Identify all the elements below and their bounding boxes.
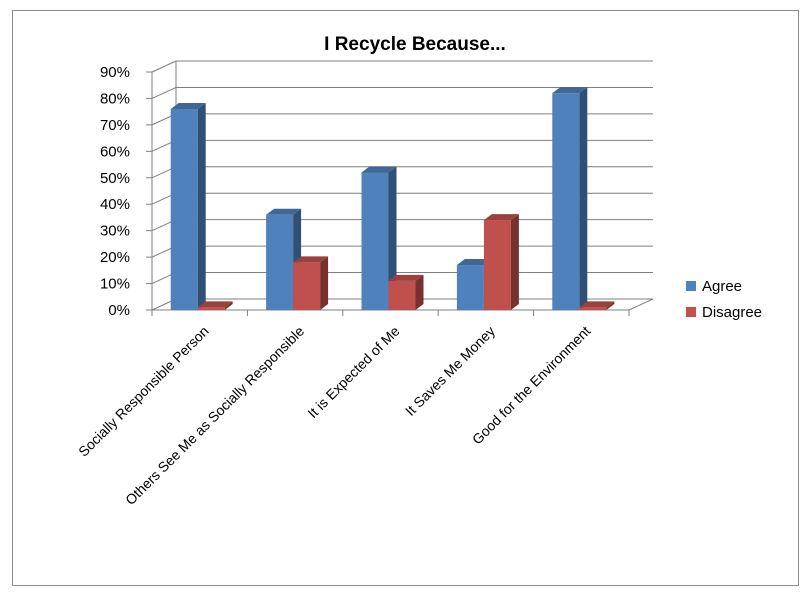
bar-agree [456,265,484,310]
y-tick-label: 70% [100,117,130,134]
y-axis-ticks: 0% 10% 20% 30% 40% 50% 60% 70% 80% 90% [100,64,130,319]
bar-side-agree [197,103,206,311]
gridline-side [151,60,177,73]
bar-disagree [293,262,321,310]
y-tick-label: 30% [100,223,130,240]
y-tick-label: 20% [100,249,130,266]
bar-disagree [197,307,225,310]
legend-swatch-disagree [686,307,696,317]
bar-side-disagree [606,301,615,310]
gridline-side [151,86,177,99]
x-category-label: Others See Me as Socially Responsible [122,323,307,508]
floor-edge [628,298,654,311]
bar-agree [266,214,294,310]
bar-top-agree [552,87,588,94]
bar-side-disagree [224,301,233,310]
bar-side-agree [579,87,588,311]
y-tick-label: 90% [100,64,130,81]
bar-top-disagree [293,256,329,263]
legend-label-disagree: Disagree [702,304,762,321]
bar-top-agree [361,166,397,173]
bar-side-disagree [415,274,424,310]
y-tick-label: 40% [100,196,130,213]
y-tick-label: 0% [108,302,130,319]
y-tick-label: 80% [100,90,130,107]
y-tick-label: 50% [100,170,130,187]
bar-agree [170,109,198,311]
bar-top-disagree [388,274,424,281]
bar-top-agree [170,103,206,110]
bar-agree [361,172,389,310]
bar-top-agree [266,208,302,215]
legend-label-agree: Agree [702,278,742,295]
y-tick-label: 10% [100,276,130,293]
bar-top-agree [456,259,492,266]
legend: Agree Disagree [686,278,762,321]
bar-side-disagree [510,214,519,310]
bar-side-agree [388,166,397,310]
bar-disagree [483,220,511,310]
bar-disagree [388,280,416,310]
bar-side-disagree [320,256,329,310]
bar-top-disagree [579,301,615,308]
y-tick-label: 60% [100,143,130,160]
bar-agree [552,93,580,311]
bar-top-disagree [483,214,519,221]
bar-disagree [579,307,607,310]
bar-top-disagree [197,301,233,308]
legend-swatch-agree [686,281,696,291]
bars [170,87,615,311]
x-category-label: It Saves Me Money [402,323,498,419]
x-category-label: It is Expected of Me [304,323,402,421]
chart-title: I Recycle Because... [324,34,506,55]
